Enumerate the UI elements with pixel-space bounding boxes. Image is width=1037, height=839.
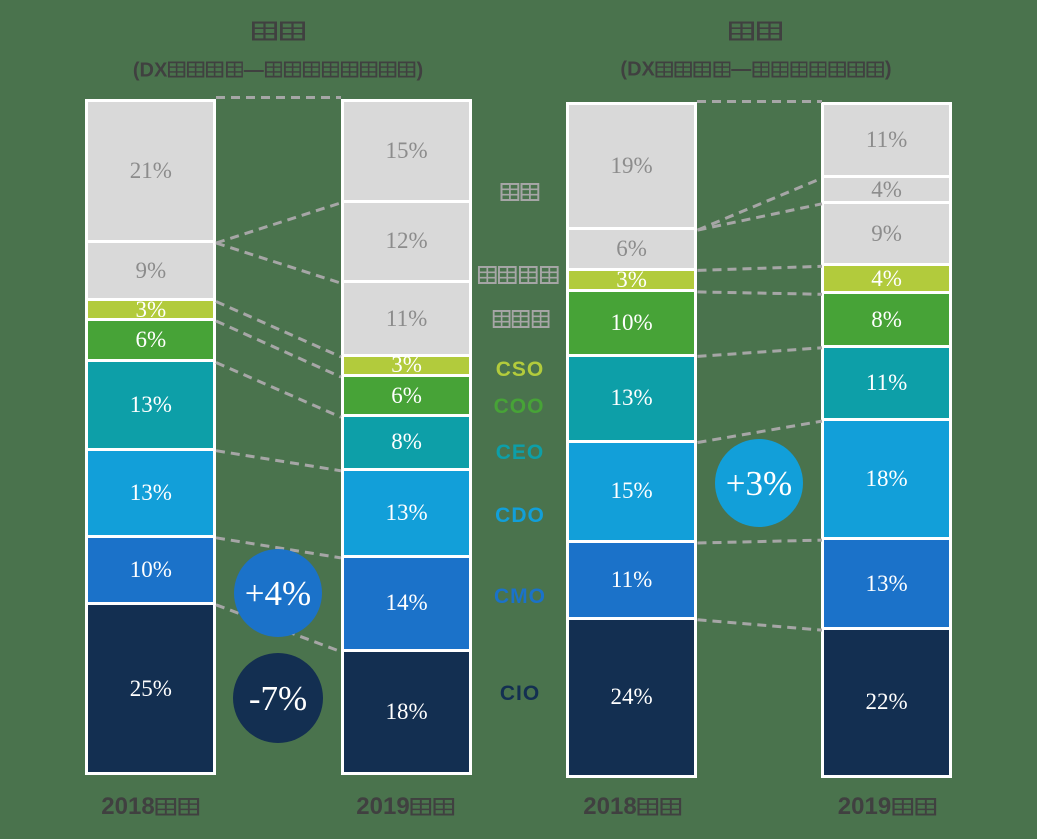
svg-text:+4%: +4% [245, 574, 311, 613]
svg-text:+3%: +3% [726, 464, 792, 503]
svg-text:-7%: -7% [249, 679, 307, 718]
